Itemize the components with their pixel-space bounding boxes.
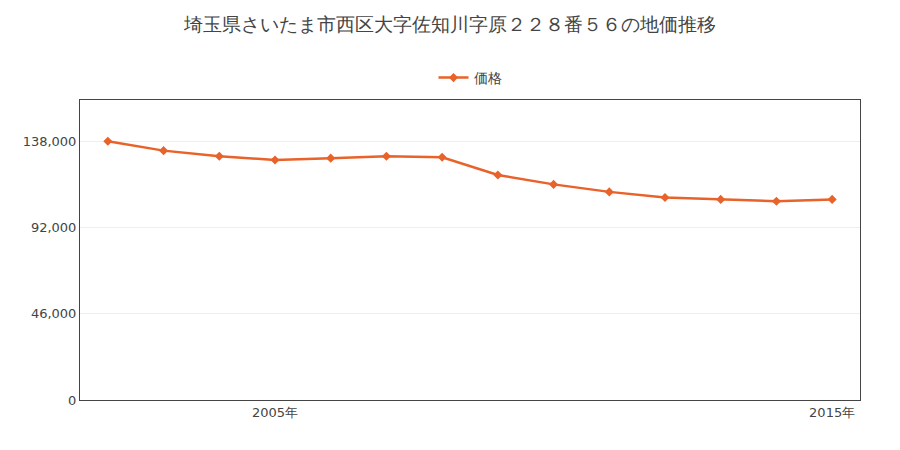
svg-text:埼玉県さいたま市西区大字佐知川字原２２８番５６の地価推移: 埼玉県さいたま市西区大字佐知川字原２２８番５６の地価推移 — [183, 13, 716, 35]
svg-text:2015年: 2015年 — [809, 405, 855, 420]
svg-text:価格: 価格 — [474, 70, 502, 86]
svg-text:138,000: 138,000 — [23, 134, 77, 149]
svg-text:0: 0 — [68, 393, 76, 408]
svg-text:46,000: 46,000 — [31, 306, 77, 321]
svg-text:2005年: 2005年 — [252, 405, 298, 420]
svg-text:92,000: 92,000 — [31, 220, 77, 235]
